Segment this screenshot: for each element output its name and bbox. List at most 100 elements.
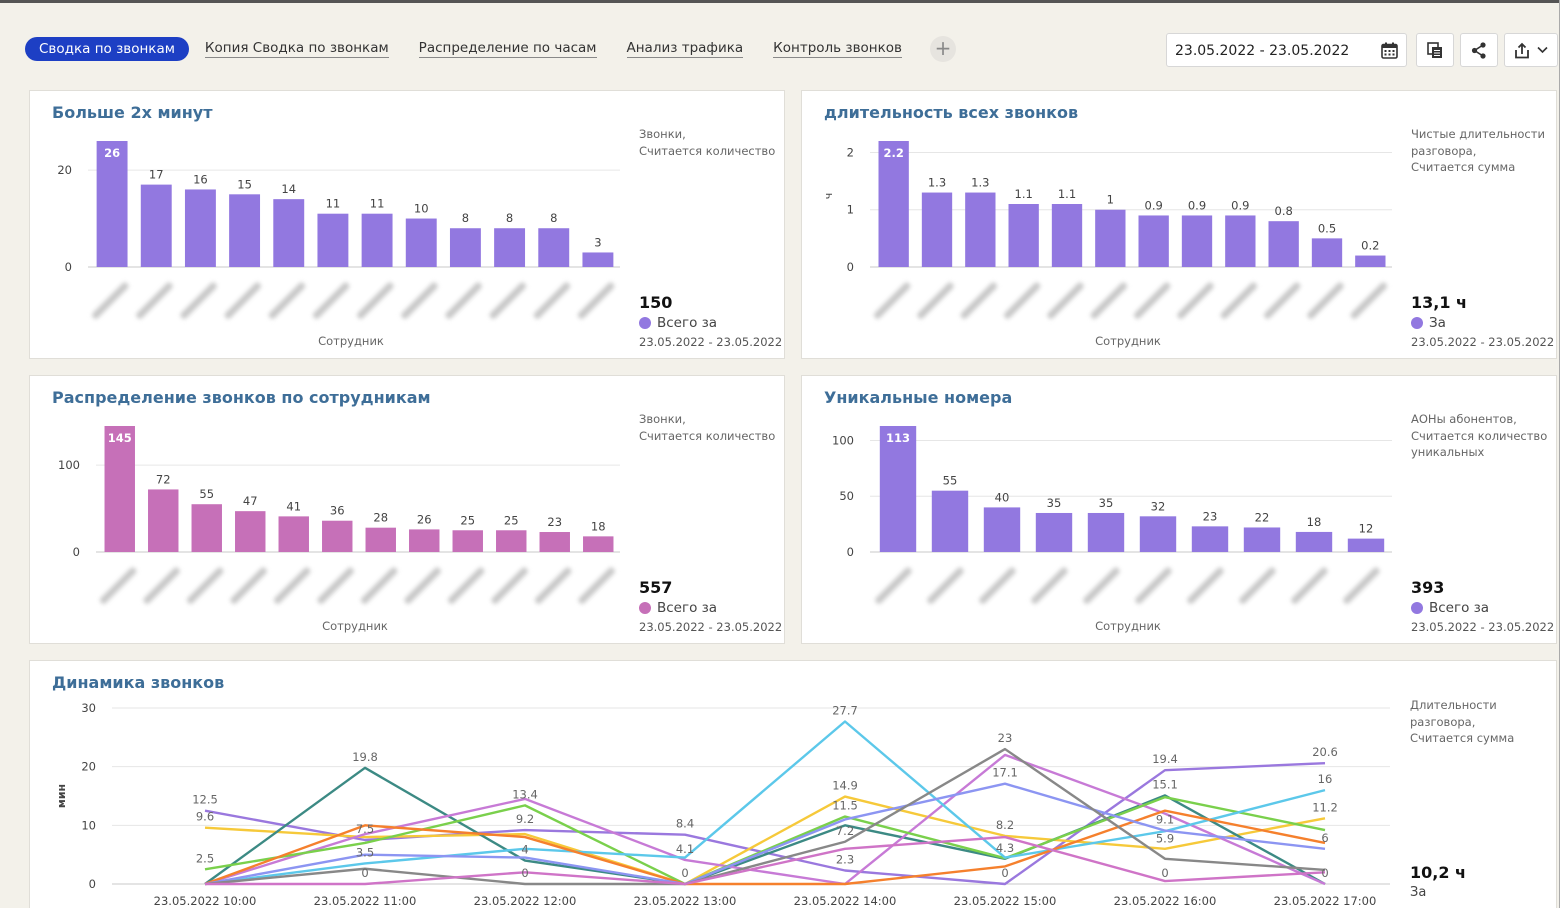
add-tab-button[interactable]: + bbox=[930, 35, 956, 62]
data-label: 19.8 bbox=[352, 750, 378, 764]
x-tick-label-blurred bbox=[230, 567, 267, 604]
y-tick-label: 0 bbox=[65, 260, 72, 274]
bar-value-label: 55 bbox=[943, 474, 958, 488]
panel-title: Распределение звонков по сотрудникам bbox=[52, 388, 431, 407]
legend-item[interactable]: Всего за bbox=[639, 600, 717, 616]
x-tick-label: 23.05.2022 13:00 bbox=[634, 894, 737, 908]
series-line bbox=[205, 835, 1326, 886]
x-tick-label-blurred bbox=[273, 567, 311, 604]
x-tick-label-blurred bbox=[143, 567, 180, 604]
bar-value-label: 1.1 bbox=[1015, 187, 1033, 201]
data-label: 0 bbox=[1161, 866, 1168, 880]
series-line bbox=[204, 720, 1326, 886]
bar bbox=[104, 426, 135, 552]
bar bbox=[1191, 526, 1229, 552]
tab-calls-summary[interactable]: Сводка по звонкам bbox=[25, 36, 189, 61]
bar-value-label: 41 bbox=[286, 499, 301, 513]
x-tick-label-blurred bbox=[1047, 282, 1084, 319]
bar bbox=[1138, 215, 1169, 267]
tab-calls-summary-copy[interactable]: Копия Сводка по звонкам bbox=[204, 39, 389, 58]
series-line bbox=[204, 809, 1326, 886]
legend-label: За bbox=[1429, 315, 1446, 331]
bar-chart-unique-numbers: 0 50 100 113 55 40 35 35 32 23 22 18 12 Сотрудник bbox=[832, 426, 1392, 633]
x-tick-label-blurred bbox=[1003, 282, 1041, 319]
tab-call-control[interactable]: Контроль звонков bbox=[773, 39, 902, 58]
bar bbox=[1268, 221, 1299, 267]
bar-value-label: 16 bbox=[193, 172, 208, 186]
legend-label: Всего за bbox=[1429, 600, 1490, 616]
bar bbox=[879, 426, 917, 552]
legend-item[interactable]: Всего за bbox=[639, 315, 717, 331]
bar-value-label: 23 bbox=[547, 515, 562, 529]
bar-value-label: 10 bbox=[414, 202, 429, 216]
export-button[interactable] bbox=[1504, 33, 1558, 67]
legend-dot-icon bbox=[639, 602, 651, 614]
x-tick-label-blurred bbox=[186, 567, 224, 604]
panel-total: 150 bbox=[639, 293, 673, 312]
bar bbox=[1008, 204, 1039, 267]
bar bbox=[538, 228, 570, 267]
meta-line: АОНы абонентов, bbox=[1411, 412, 1517, 426]
data-label: 8.2 bbox=[996, 818, 1014, 832]
panel-calls-dynamics: Динамика звонков 0 10 20 30 мин 23.05.2022 10… bbox=[29, 660, 1557, 908]
y-axis-label: ч bbox=[822, 193, 835, 200]
x-tick-label-blurred bbox=[578, 567, 615, 604]
x-tick-label-blurred bbox=[917, 282, 954, 319]
copy-button[interactable] bbox=[1416, 33, 1454, 67]
legend-item[interactable]: Всего за bbox=[1411, 600, 1489, 616]
bar-value-label: 28 bbox=[373, 511, 388, 525]
x-tick-label-blurred bbox=[1187, 567, 1224, 604]
y-tick-label: 0 bbox=[73, 545, 80, 559]
panel-dates: 23.05.2022 - 23.05.2022 bbox=[1411, 620, 1555, 634]
calendar-icon[interactable] bbox=[1381, 42, 1398, 59]
x-tick-label-blurred bbox=[577, 282, 615, 319]
bar-value-label: 17 bbox=[149, 168, 164, 182]
x-axis-title: Сотрудник bbox=[1095, 334, 1161, 348]
series-line bbox=[204, 766, 1326, 886]
bar-value-label: 40 bbox=[995, 490, 1010, 504]
panel-all-calls-duration: длительность всех звонков 0 1 2 ч 2.2 1.3 1.3 1… bbox=[801, 90, 1557, 359]
y-tick-label: 50 bbox=[839, 489, 854, 503]
panel-meta: Звонки, Считается количество bbox=[639, 411, 775, 444]
date-range-value: 23.05.2022 - 23.05.2022 bbox=[1175, 43, 1350, 59]
panel-dates: 23.05.2022 - 23.05.2022 bbox=[639, 620, 783, 634]
bar-value-label: 1.3 bbox=[971, 176, 989, 190]
x-tick-label-blurred bbox=[534, 567, 572, 604]
y-tick-label: 20 bbox=[81, 760, 96, 774]
legend-label: Всего за bbox=[657, 315, 718, 331]
legend-item[interactable]: За bbox=[1411, 315, 1446, 331]
x-tick-label-blurred bbox=[312, 282, 350, 319]
data-label: 15.1 bbox=[1152, 777, 1178, 791]
bar bbox=[1295, 531, 1333, 552]
data-label: 16 bbox=[1318, 772, 1333, 786]
x-tick-label-blurred bbox=[1133, 282, 1171, 319]
data-label: 8.4 bbox=[676, 817, 694, 831]
bar-value-label: 2.2 bbox=[883, 146, 903, 160]
tab-hourly-distribution[interactable]: Распределение по часам bbox=[418, 39, 597, 58]
share-button[interactable] bbox=[1460, 33, 1498, 67]
bar bbox=[273, 199, 305, 267]
legend-item[interactable]: За bbox=[1410, 885, 1426, 900]
x-tick-label-blurred bbox=[533, 282, 571, 319]
bar bbox=[931, 490, 969, 552]
tab-traffic-analysis[interactable]: Анализ трафика bbox=[626, 39, 744, 58]
legend-dot-icon bbox=[1411, 317, 1423, 329]
x-axis-title: Сотрудник bbox=[322, 619, 388, 633]
bar-chart-all-calls-duration: 0 1 2 ч 2.2 1.3 1.3 1.1 1.1 1 0.9 0.9 0.9 0.8 0.5 0.2 Со… bbox=[822, 141, 1392, 348]
bar bbox=[317, 213, 349, 267]
x-axis-title: Сотрудник bbox=[1095, 619, 1161, 633]
data-label: 2.3 bbox=[836, 853, 854, 867]
date-range-picker[interactable]: 23.05.2022 - 23.05.2022 bbox=[1166, 33, 1407, 67]
data-label: 17.1 bbox=[992, 766, 1018, 780]
bar bbox=[148, 489, 179, 552]
bar-value-label: 8 bbox=[550, 211, 557, 225]
x-tick-label-blurred bbox=[1135, 567, 1172, 604]
bar-value-label: 32 bbox=[1151, 499, 1166, 513]
bar-value-label: 0.8 bbox=[1275, 204, 1293, 218]
bar bbox=[140, 184, 172, 267]
meta-line: уникальных bbox=[1411, 445, 1485, 459]
panel-title: длительность всех звонков bbox=[824, 103, 1079, 122]
bar bbox=[278, 516, 309, 552]
panel-title: Динамика звонков bbox=[52, 673, 225, 692]
series-line bbox=[204, 795, 1326, 886]
